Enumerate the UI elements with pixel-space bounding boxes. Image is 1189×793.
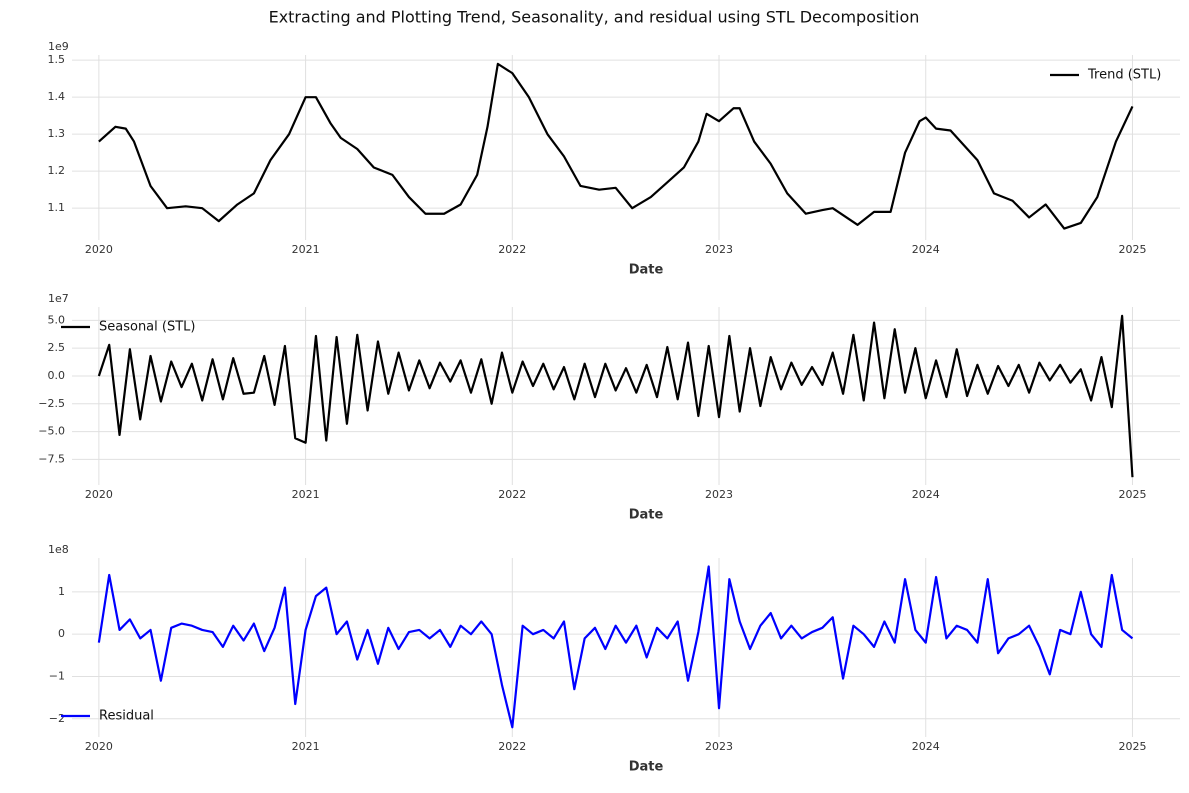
x-tick-label: 2023 [705,740,733,753]
x-axis-label: Date [629,760,664,775]
x-tick-label: 2021 [292,740,320,753]
x-tick-label: 2025 [1118,488,1146,501]
y-offset-label: 1e8 [48,543,69,556]
series-line [97,314,1134,478]
x-tick-label: 2020 [85,488,113,501]
y-tick-label: 1 [58,585,65,598]
x-tick-label: 2020 [85,243,113,256]
legend-label: Seasonal (STL) [99,320,195,335]
legend-label: Residual [99,709,154,724]
y-tick-label: 1.5 [48,53,66,66]
x-tick-label: 2020 [85,740,113,753]
y-offset-label: 1e7 [48,292,69,305]
y-tick-label: −2.5 [38,397,65,410]
legend-label: Trend (STL) [1087,68,1161,83]
x-tick-label: 2024 [912,740,940,753]
x-tick-label: 2025 [1118,740,1146,753]
series-line [97,565,1134,729]
x-axis-label: Date [629,508,664,523]
y-tick-label: 1.4 [48,90,66,103]
y-tick-label: 2.5 [48,341,66,354]
x-tick-label: 2021 [292,243,320,256]
x-tick-label: 2024 [912,488,940,501]
figure-title: Extracting and Plotting Trend, Seasonali… [269,8,920,27]
y-tick-label: 0 [58,627,65,640]
x-tick-label: 2023 [705,243,733,256]
series-line [98,62,1134,230]
y-tick-label: 1.2 [48,164,66,177]
y-offset-label: 1e9 [48,40,69,53]
x-tick-label: 2025 [1118,243,1146,256]
x-tick-label: 2022 [498,243,526,256]
y-tick-label: −5.0 [38,425,65,438]
y-tick-label: 1.1 [48,201,66,214]
y-tick-label: −1 [49,669,65,682]
x-tick-label: 2022 [498,488,526,501]
x-tick-label: 2024 [912,243,940,256]
x-tick-label: 2023 [705,488,733,501]
y-tick-label: 0.0 [48,369,66,382]
x-tick-label: 2022 [498,740,526,753]
y-tick-label: −2 [49,712,65,725]
x-tick-label: 2021 [292,488,320,501]
y-tick-label: 5.0 [48,313,66,326]
y-tick-label: −7.5 [38,452,65,465]
y-tick-label: 1.3 [48,127,66,140]
x-axis-label: Date [629,263,664,278]
